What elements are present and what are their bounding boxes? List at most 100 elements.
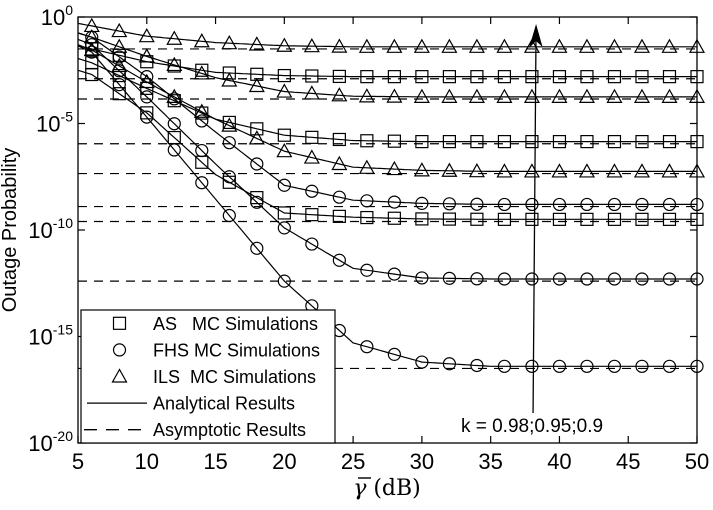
analytical-line — [77, 32, 697, 98]
triangle-marker — [523, 163, 540, 178]
square-marker — [140, 106, 154, 120]
square-marker — [360, 70, 374, 84]
x-tick-label: 35 — [478, 449, 502, 474]
square-marker — [112, 68, 126, 83]
triangle-marker — [193, 65, 210, 80]
triangle-marker — [303, 37, 320, 53]
legend-label: AS MC Simulations — [153, 314, 318, 334]
triangle-marker — [248, 36, 265, 51]
triangle-marker — [193, 33, 210, 48]
circle-marker — [222, 136, 236, 150]
triangle-marker — [413, 38, 430, 53]
triangle-marker — [578, 38, 595, 53]
circle-marker — [360, 340, 374, 354]
circle-marker — [662, 197, 677, 212]
triangle-marker — [221, 117, 238, 132]
circle-marker — [497, 359, 512, 373]
triangle-marker — [303, 149, 320, 164]
circle-marker — [525, 359, 539, 373]
square-marker — [222, 66, 236, 80]
square-marker — [332, 69, 346, 84]
square-marker — [277, 128, 291, 142]
circle-marker — [580, 197, 594, 212]
circle-marker — [250, 195, 264, 209]
square-marker — [662, 70, 677, 84]
circle-marker — [277, 221, 291, 235]
legend-item-line-dashed: Asymptotic Results — [84, 420, 306, 440]
triangle-marker — [606, 163, 623, 178]
circle-marker — [140, 70, 154, 84]
square-marker — [195, 63, 209, 77]
square-marker — [305, 130, 319, 144]
triangle-marker — [496, 163, 513, 178]
x-tick-label: 45 — [616, 449, 640, 474]
circle-marker — [662, 359, 677, 373]
square-marker — [497, 212, 512, 226]
legend-item-circle: FHS MC Simulations — [112, 340, 320, 360]
square-marker — [580, 135, 594, 149]
mc-simulation-markers — [85, 56, 704, 149]
triangle-marker — [111, 368, 128, 383]
circle-marker — [277, 178, 291, 192]
mc-simulation-markers — [85, 42, 704, 84]
square-marker — [525, 212, 539, 226]
square-marker — [360, 210, 374, 225]
circle-marker — [167, 92, 181, 106]
square-marker — [250, 67, 264, 81]
y-tick-label: 10-20 — [28, 428, 73, 456]
square-marker — [415, 135, 429, 149]
triangle-marker — [331, 38, 348, 53]
circle-marker — [607, 272, 622, 286]
triangle-marker — [166, 56, 183, 72]
triangle-marker — [111, 22, 128, 38]
square-marker — [662, 212, 677, 226]
analytical-line — [77, 22, 697, 48]
square-marker — [525, 70, 539, 84]
x-tick-label: 30 — [410, 449, 434, 474]
square-marker — [497, 135, 512, 149]
legend-item-line-solid: Analytical Results — [87, 394, 295, 414]
square-marker — [635, 135, 649, 149]
mc-simulation-markers — [83, 17, 706, 53]
circle-marker — [387, 347, 401, 361]
triangle-marker — [661, 38, 678, 53]
triangle-marker — [358, 159, 375, 174]
circle-marker — [552, 359, 567, 373]
square-marker — [415, 212, 429, 226]
circle-marker — [607, 359, 622, 373]
circle-marker — [112, 78, 126, 92]
series-ILS-k0.9 — [77, 17, 706, 53]
square-marker — [332, 209, 346, 223]
triangle-marker — [551, 38, 568, 53]
legend-item-square: AS MC Simulations — [112, 314, 318, 334]
circle-marker — [552, 197, 567, 212]
square-marker — [277, 206, 291, 220]
triangle-marker — [386, 160, 403, 176]
triangle-marker — [331, 87, 348, 102]
triangle-marker — [496, 38, 513, 53]
k-annotation: k = 0.98;0.95;0.9 — [461, 416, 603, 437]
triangle-marker — [661, 88, 678, 103]
circle-marker — [222, 170, 236, 184]
triangle-marker — [221, 34, 238, 50]
triangle-marker — [166, 30, 183, 45]
square-marker — [250, 191, 264, 205]
circle-marker — [195, 176, 209, 190]
triangle-marker — [523, 88, 540, 103]
circle-marker — [525, 272, 539, 286]
circle-marker — [85, 45, 99, 59]
k-annotation-group: k = 0.98;0.95;0.9 — [461, 24, 603, 437]
triangle-marker — [276, 83, 293, 98]
square-marker — [112, 87, 126, 101]
legend-label: Asymptotic Results — [153, 420, 306, 440]
x-tick-label: 40 — [547, 449, 571, 474]
square-marker — [580, 212, 594, 226]
series-FHS-k0.9 — [77, 30, 704, 212]
square-marker — [607, 135, 622, 149]
triangle-marker — [578, 163, 595, 178]
square-marker — [167, 59, 181, 73]
triangle-marker — [606, 88, 623, 103]
y-tick-label: 100 — [41, 2, 73, 30]
square-marker — [415, 70, 429, 84]
